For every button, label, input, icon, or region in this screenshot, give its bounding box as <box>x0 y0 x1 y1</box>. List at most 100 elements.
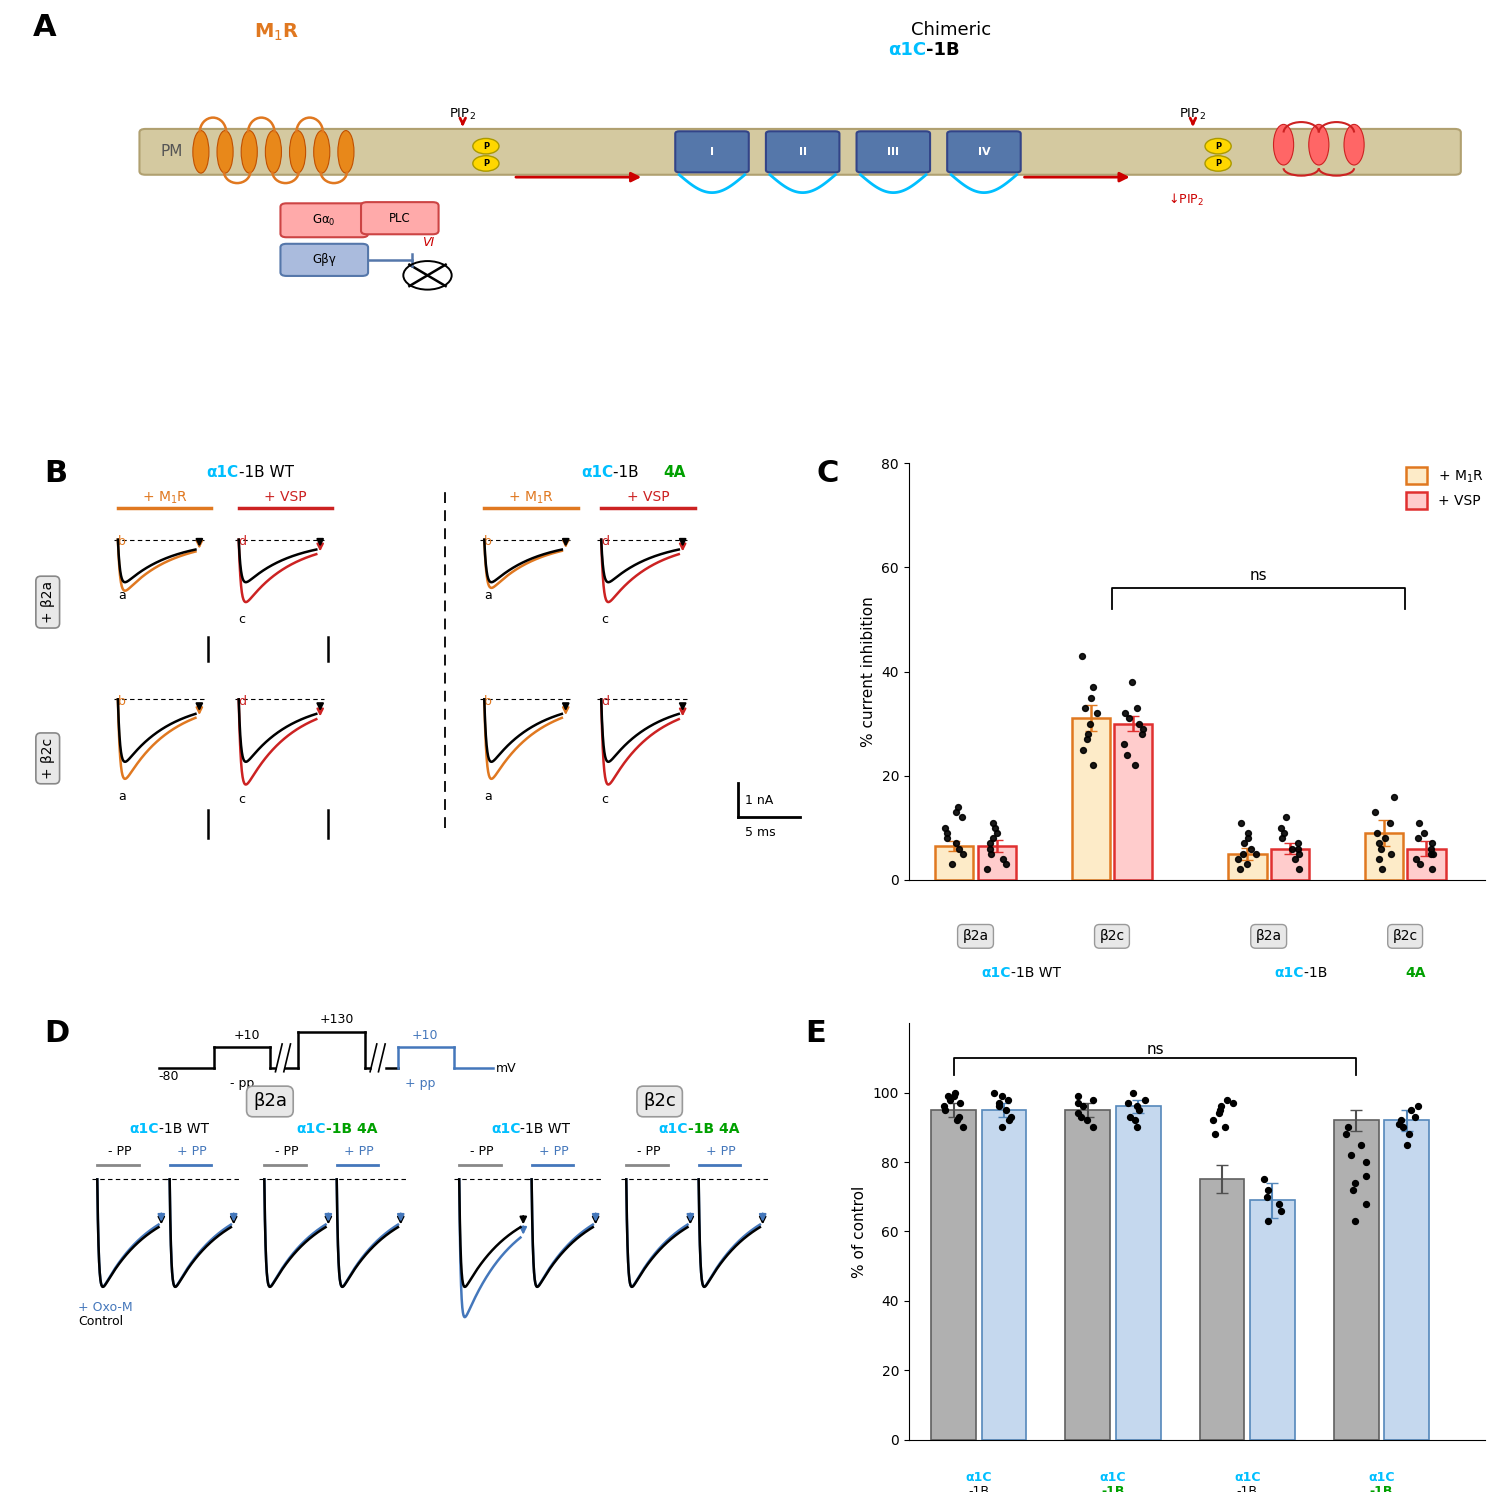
Point <box>1214 1116 1237 1140</box>
Point <box>1340 1143 1364 1167</box>
Text: I: I <box>710 146 714 157</box>
Point <box>1131 722 1155 746</box>
Point <box>1215 1088 1239 1112</box>
Point <box>942 1080 966 1104</box>
Ellipse shape <box>266 131 282 173</box>
Text: -1B: -1B <box>926 42 960 60</box>
Text: + pp: + pp <box>405 1077 435 1091</box>
Ellipse shape <box>338 131 354 173</box>
Point <box>938 1088 962 1112</box>
Point <box>945 1109 969 1132</box>
Point <box>981 827 1005 850</box>
Point <box>1120 1080 1144 1104</box>
Text: + PP: + PP <box>177 1144 207 1158</box>
Point <box>1365 821 1389 844</box>
Text: 5 ms: 5 ms <box>746 827 776 839</box>
Point <box>942 1085 966 1109</box>
Point <box>933 816 957 840</box>
Text: c: c <box>602 794 608 807</box>
FancyBboxPatch shape <box>856 131 930 173</box>
Point <box>1348 1132 1372 1156</box>
Ellipse shape <box>314 131 330 173</box>
Point <box>1230 841 1254 865</box>
Point <box>1372 827 1396 850</box>
Bar <box>1114 724 1152 880</box>
Point <box>1408 852 1432 876</box>
Point <box>996 1088 1020 1112</box>
Bar <box>1071 719 1110 880</box>
Point <box>1420 858 1444 882</box>
Text: P: P <box>483 160 489 169</box>
Bar <box>1065 1110 1110 1440</box>
Text: β2a: β2a <box>1256 930 1281 943</box>
Point <box>1400 1098 1423 1122</box>
Point <box>951 841 975 865</box>
Point <box>978 831 1002 855</box>
Ellipse shape <box>290 131 306 173</box>
Point <box>1236 827 1260 850</box>
Text: Gβγ: Gβγ <box>312 254 336 267</box>
Text: -1B WT: -1B WT <box>1011 965 1060 980</box>
Point <box>1125 1095 1149 1119</box>
Point <box>1239 837 1263 861</box>
Point <box>1342 1209 1366 1232</box>
Text: P: P <box>1215 160 1221 169</box>
Bar <box>932 1110 976 1440</box>
Point <box>1072 697 1096 721</box>
Point <box>936 821 960 844</box>
Point <box>1378 841 1402 865</box>
Point <box>1364 800 1388 824</box>
FancyBboxPatch shape <box>280 243 368 276</box>
Text: P: P <box>483 142 489 151</box>
Point <box>945 800 969 824</box>
Point <box>1065 1101 1089 1125</box>
Point <box>1395 1132 1419 1156</box>
Point <box>1419 837 1443 861</box>
Text: mV: mV <box>495 1062 516 1074</box>
Circle shape <box>472 155 500 172</box>
Point <box>1119 1106 1143 1129</box>
Point <box>1076 722 1100 746</box>
Text: d: d <box>238 534 246 548</box>
Point <box>1402 1106 1426 1129</box>
FancyBboxPatch shape <box>1496 1131 1500 1134</box>
Text: + Oxo-M: + Oxo-M <box>78 1301 132 1314</box>
Ellipse shape <box>1308 124 1329 166</box>
Text: d: d <box>602 534 609 548</box>
Point <box>1354 1192 1378 1216</box>
Text: b: b <box>484 695 492 707</box>
Point <box>1131 718 1155 742</box>
Text: 4A: 4A <box>663 466 686 480</box>
Point <box>1404 847 1428 871</box>
Point <box>1419 841 1443 865</box>
Text: c: c <box>238 794 246 807</box>
Point <box>1412 821 1436 844</box>
Text: -1B
4A: -1B 4A <box>1370 1485 1394 1492</box>
Point <box>1368 831 1392 855</box>
Text: + M$_1$R: + M$_1$R <box>509 489 554 506</box>
Text: + VSP: + VSP <box>627 491 669 504</box>
Text: α1C: α1C <box>888 42 926 60</box>
Point <box>986 821 1010 844</box>
Ellipse shape <box>194 131 208 173</box>
Text: α1C: α1C <box>490 1122 520 1135</box>
Text: c: c <box>238 613 246 627</box>
Point <box>1370 837 1394 861</box>
Point <box>994 1098 1018 1122</box>
Text: b: b <box>118 534 126 548</box>
Text: α1C: α1C <box>1368 1471 1395 1485</box>
Point <box>990 1116 1014 1140</box>
Point <box>1386 1112 1410 1135</box>
Text: PIP$_2$: PIP$_2$ <box>450 106 476 122</box>
Bar <box>981 1110 1026 1440</box>
Point <box>1341 1177 1365 1201</box>
Point <box>1226 847 1250 871</box>
Point <box>1082 1116 1106 1140</box>
Text: ns: ns <box>1146 1043 1164 1058</box>
Point <box>1287 858 1311 882</box>
Point <box>1203 1122 1227 1146</box>
Text: -1B WT: -1B WT <box>159 1122 209 1135</box>
Text: - PP: - PP <box>470 1144 494 1158</box>
Point <box>1209 1095 1233 1119</box>
Point <box>1335 1122 1359 1146</box>
